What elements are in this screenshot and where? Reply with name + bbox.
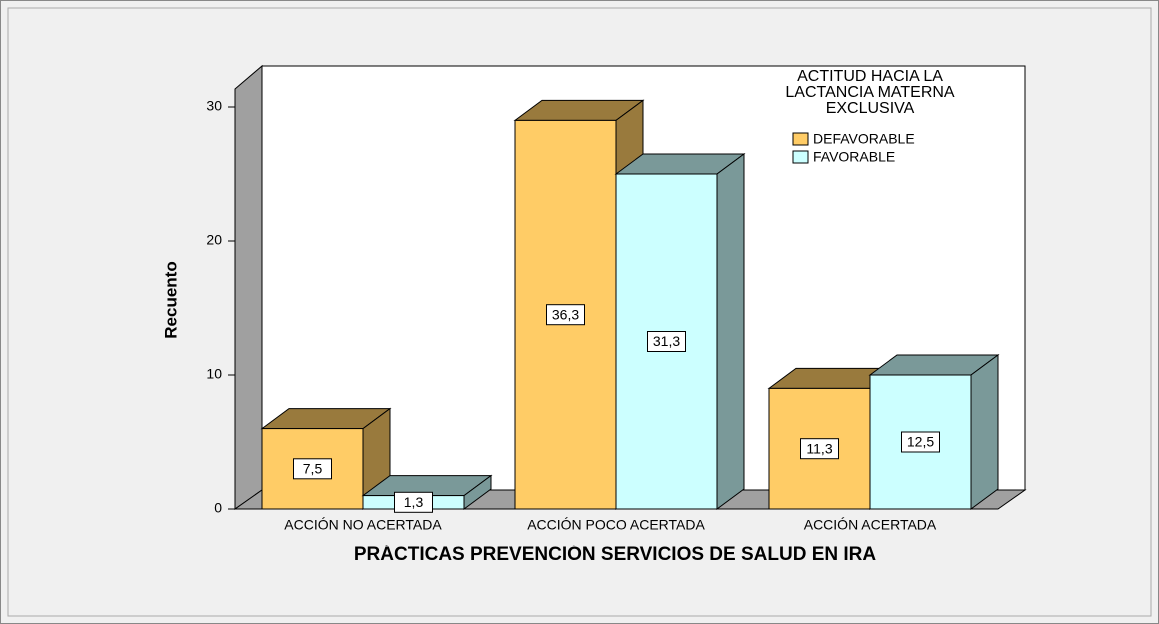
data-label-box: [293, 458, 332, 480]
data-label: 11,3: [806, 440, 832, 456]
legend-title-box: ACTITUD HACIA LA LACTANCIA MATERNA EXCLU…: [785, 69, 955, 117]
y-tick-label: 10: [206, 366, 222, 382]
data-label-box: [901, 431, 940, 453]
data-label: 31,3: [653, 333, 680, 349]
y-tick-label: 0: [214, 500, 222, 516]
legend-label: FAVORABLE: [813, 149, 895, 165]
bar-side: [716, 153, 745, 510]
data-label: 7,5: [303, 461, 323, 477]
legend-swatch: [792, 150, 809, 164]
legend-title: ACTITUD HACIA LA LACTANCIA MATERNA EXCLU…: [785, 69, 955, 117]
data-label: 1,3: [404, 494, 424, 510]
side-wall: [234, 64, 263, 510]
data-label-box: [800, 438, 839, 460]
legend-swatch: [792, 132, 809, 146]
y-tick-label: 30: [206, 98, 222, 114]
x-axis-label: PRÁCTICAS PREVENCIÓN SERVICIOS DE SALUD …: [353, 545, 877, 565]
data-label: 12,5: [907, 434, 934, 450]
x-tick-label: ACCIÓN POCO ACERTADA: [527, 517, 705, 533]
data-label-box: [394, 491, 433, 513]
x-axis-label-box: PRÁCTICAS PREVENCIÓN SERVICIOS DE SALUD …: [353, 545, 877, 565]
legend-label: DEFAVORABLE: [813, 131, 915, 147]
y-axis-label: Recuento: [161, 261, 180, 338]
x-tick-label: ACCIÓN ACERTADA: [804, 517, 937, 533]
data-label-box: [647, 331, 686, 352]
y-tick-label: 20: [206, 232, 222, 248]
bar-side: [970, 354, 999, 510]
x-tick-label: ACCIÓN NO ACERTADA: [284, 517, 442, 533]
data-label: 36,3: [552, 306, 579, 322]
data-label-box: [546, 304, 585, 326]
